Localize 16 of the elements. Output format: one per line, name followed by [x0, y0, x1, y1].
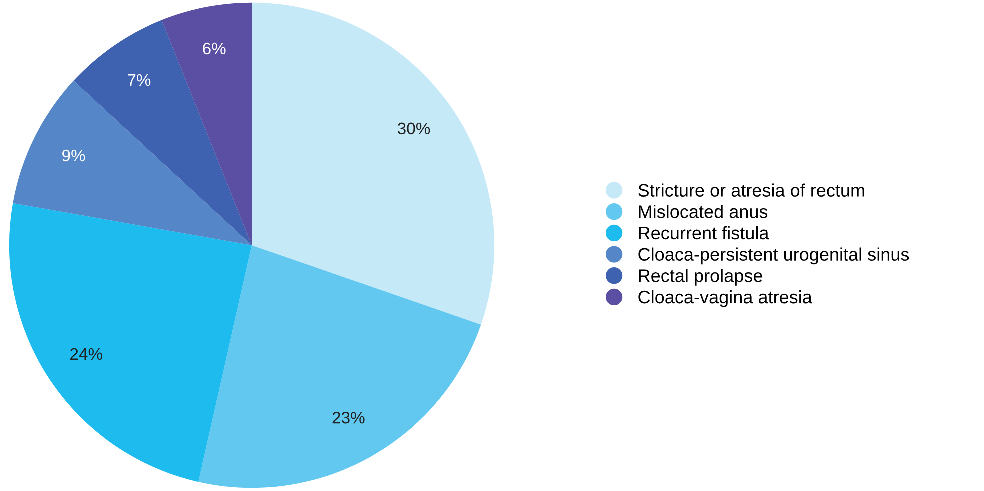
pie-slice — [252, 2, 495, 325]
pie-slice — [162, 2, 252, 246]
data-label: 7% — [128, 74, 151, 86]
pie-slice — [198, 246, 482, 488]
data-label: 6% — [203, 42, 226, 55]
legend-label: Cloaca-persistent urogenital sinus — [638, 248, 910, 265]
data-label: 23% — [332, 412, 365, 424]
pie-slice — [9, 203, 252, 482]
data-label: 24% — [70, 348, 102, 360]
legend-label: Recurrent fistula — [639, 226, 770, 240]
data-label: 9% — [62, 150, 86, 162]
legend-label: Stricture or atresia of rectum — [638, 184, 864, 197]
legend-label: Cloaca-vagina atresia — [638, 290, 812, 308]
legend-label: Mislocated anus — [639, 205, 768, 218]
data-label: 30% — [398, 122, 430, 135]
legend-label: Rectal prolapse — [639, 269, 762, 286]
